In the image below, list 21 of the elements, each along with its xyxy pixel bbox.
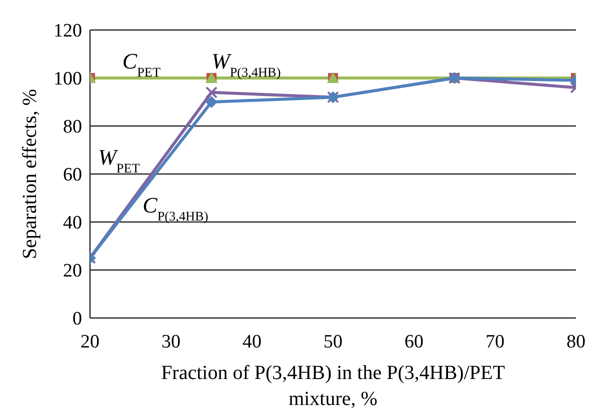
x-tick-label: 40: [242, 331, 262, 352]
x-tick-label: 20: [80, 331, 100, 352]
y-tick-label: 80: [63, 116, 82, 138]
y-tick-label: 20: [63, 260, 82, 282]
y-axis-title: Separation effects, %: [19, 88, 41, 260]
y-tick-label: 120: [54, 20, 82, 42]
point: [206, 86, 218, 98]
series-label: W$_{PET}$: [98, 144, 140, 175]
x-tick-label: 80: [566, 331, 586, 352]
y-tick-label: 100: [54, 68, 82, 90]
y-tick-label: 0: [72, 308, 82, 330]
x-axis-title: Fraction of P(3,4HB) in the P(3,4HB)/PET mixture, %: [160, 361, 506, 412]
x-tick-label: 70: [486, 331, 504, 352]
x-tick-label: 60: [404, 331, 424, 352]
series-label: W$_{P(3,4HB)}$: [212, 48, 281, 79]
y-tick-label: 60: [63, 164, 82, 186]
x-tick-label: 30: [162, 331, 180, 352]
series-label: C$_{P(3,4HB)}$: [142, 192, 208, 223]
y-tick-label: 40: [63, 212, 82, 234]
series-label: C$_{PET}$: [122, 48, 161, 79]
x-tick-label: 50: [324, 331, 342, 352]
